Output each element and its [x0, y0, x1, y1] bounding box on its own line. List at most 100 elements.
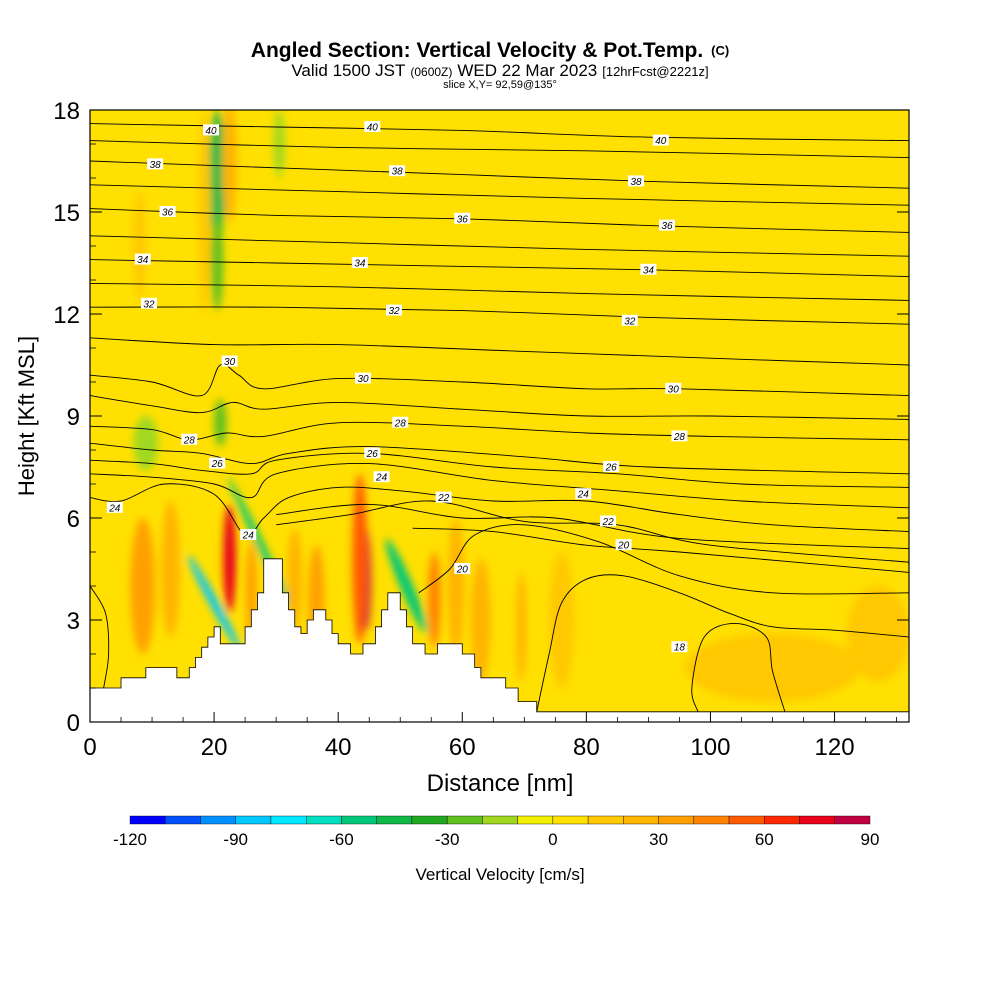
y-tick-label: 3: [67, 608, 80, 635]
colorbar-swatch: [376, 815, 413, 825]
x-tick-label: 20: [201, 734, 228, 761]
contour-label-text: 36: [162, 208, 174, 219]
theta-contour: [90, 585, 110, 689]
subtitle-valid: Valid 1500 JST: [291, 61, 405, 80]
contour-label-bg: [140, 297, 157, 309]
colorbar-swatch: [200, 815, 236, 825]
contour-label-text: 38: [392, 167, 404, 178]
chart-title-units: (C): [711, 43, 729, 58]
velocity-cell: [385, 538, 428, 634]
theta-contour-label: 24: [575, 488, 592, 501]
colorbar-swatch: [517, 815, 554, 825]
y-tick-label: 0: [67, 710, 80, 737]
contour-label-text: 38: [630, 177, 642, 188]
theta-contour-label: 28: [181, 433, 198, 446]
contour-label-text: 28: [394, 418, 407, 429]
contour-label-bg: [665, 382, 682, 394]
colorbar-swatch: [623, 815, 659, 825]
contour-label-bg: [392, 416, 409, 428]
contour-label-text: 28: [183, 435, 196, 446]
theta-contour: [90, 140, 909, 159]
contour-label-bg: [209, 457, 226, 469]
contour-label-bg: [364, 121, 381, 132]
velocity-cell: [470, 558, 491, 682]
contour-label-text: 40: [205, 126, 217, 137]
theta-contour-label: 38: [389, 165, 406, 178]
theta-contour: [691, 622, 786, 712]
contour-label-bg: [615, 539, 632, 551]
contour-label-text: 22: [437, 493, 450, 504]
contour-label-text: 22: [602, 517, 615, 528]
theta-contour-label: 26: [209, 457, 226, 470]
colorbar-swatch: [341, 815, 377, 825]
y-axis-label: Height [Kft MSL]: [14, 336, 39, 496]
contour-label-text: 34: [354, 259, 366, 270]
velocity-cell: [428, 552, 441, 648]
y-tick-label: 6: [67, 506, 80, 533]
theta-contour: [90, 442, 909, 475]
contour-label-text: 24: [242, 531, 255, 542]
velocity-cell: [133, 191, 146, 301]
colorbar: [129, 815, 871, 825]
colorbar-tick-label: -30: [435, 830, 460, 849]
colorbar-label: Vertical Velocity [cm/s]: [415, 865, 584, 884]
contour-label-bg: [659, 219, 676, 231]
velocity-cell: [685, 633, 860, 702]
contour-label-bg: [159, 206, 176, 217]
velocity-cell: [223, 504, 236, 614]
theta-contour-label: 28: [671, 430, 688, 443]
theta-contour: [276, 500, 909, 563]
contour-label-bg: [454, 563, 471, 574]
theta-contour: [90, 123, 909, 142]
contour-label-bg: [603, 461, 620, 472]
theta-contour: [276, 503, 909, 550]
x-tick-label: 40: [325, 734, 352, 761]
contour-label-bg: [221, 355, 238, 367]
theta-contour-label: 36: [659, 219, 676, 232]
contour-label-bg: [621, 314, 638, 326]
contour-label-bg: [386, 304, 403, 316]
theta-contour-label: 20: [615, 539, 632, 552]
contour-label-text: 24: [375, 473, 388, 484]
contour-label-text: 28: [673, 432, 686, 443]
contour-label-text: 20: [617, 541, 630, 552]
theta-contour-label: 24: [106, 501, 123, 514]
x-tick-label: 80: [573, 734, 600, 761]
contour-label-text: 32: [624, 316, 636, 327]
theta-contour-label: 22: [600, 515, 617, 528]
contour-label-bg: [454, 212, 471, 224]
theta-contour-label: 38: [628, 175, 644, 188]
theta-contour: [536, 574, 909, 712]
theta-contour-label: 40: [202, 124, 219, 137]
velocity-cell: [198, 110, 211, 314]
velocity-cell: [130, 518, 156, 654]
theta-contour-label: 34: [134, 253, 151, 266]
y-tick-label: 18: [53, 98, 80, 125]
plot-area: 40 40 40 38 38 38 36 36 36 34 34 34 32 32 32 30 30 30 28 28…: [90, 110, 909, 722]
velocity-cell: [549, 552, 574, 688]
contour-label-text: 40: [367, 123, 379, 134]
x-axis: 0 20 40 60 80 100 120: [83, 712, 897, 761]
contour-label-text: 30: [668, 384, 680, 395]
theta-contour-label: 38: [147, 158, 164, 171]
contour-label-bg: [355, 372, 371, 384]
theta-contour: [90, 160, 909, 189]
velocity-cell: [210, 215, 224, 311]
contour-label-bg: [652, 134, 669, 146]
contour-label-text: 36: [457, 214, 469, 225]
contour-label-bg: [147, 158, 164, 170]
theta-contour: [90, 337, 909, 366]
theta-contour: [90, 463, 909, 509]
theta-contour-label: 20: [454, 563, 471, 576]
contour-label-bg: [628, 175, 644, 187]
colorbar-ticks: -120 -90 -60 -30 0 30 60 90: [113, 830, 879, 849]
theta-contour-label: 28: [392, 416, 409, 429]
colorbar-tick-label: 30: [649, 830, 668, 849]
colorbar-swatch: [411, 815, 448, 825]
contour-label-text: 30: [357, 374, 369, 385]
contour-label-text: 34: [643, 265, 655, 276]
colorbar-tick-label: 0: [548, 830, 557, 849]
theta-contour-label: 18: [671, 641, 688, 654]
